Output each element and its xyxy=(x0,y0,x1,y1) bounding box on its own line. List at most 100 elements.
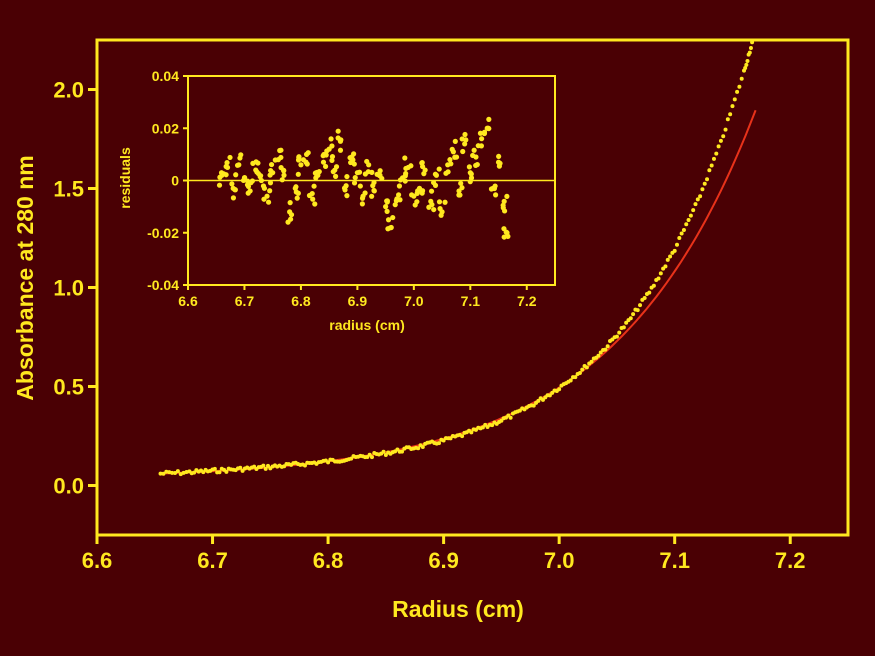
main-data-point xyxy=(224,469,229,474)
main-data-point xyxy=(665,257,670,262)
inset-residual-point xyxy=(330,169,336,175)
inset-y-axis-label: residuals xyxy=(117,147,133,209)
inset-residual-point xyxy=(437,206,443,212)
inset-residual-point xyxy=(383,204,389,210)
inset-residual-point xyxy=(477,130,484,136)
inset-residual-point xyxy=(344,193,350,199)
main-data-point xyxy=(508,415,513,420)
main-data-point xyxy=(638,303,643,308)
inset-residual-point xyxy=(462,141,468,147)
inset-residual-point xyxy=(492,192,499,198)
main-data-point xyxy=(702,181,707,186)
main-data-point xyxy=(596,353,601,358)
inset-residual-point xyxy=(371,187,377,194)
inset-residual-point xyxy=(390,214,396,221)
main-x-axis-label: Radius (cm) xyxy=(392,596,524,622)
main-data-point xyxy=(693,202,698,207)
1-y-tick-label: -0.02 xyxy=(147,225,179,241)
main-data-point xyxy=(642,296,647,301)
inset-residual-point xyxy=(313,175,319,181)
inset-residual-point xyxy=(436,166,442,172)
inset-residual-point xyxy=(432,182,439,188)
main-data-point xyxy=(635,308,640,313)
inset-residual-point xyxy=(320,159,327,165)
inset-residual-point xyxy=(245,190,251,196)
inset-residual-point xyxy=(333,164,340,170)
0-x-tick-label: 7.0 xyxy=(544,548,575,573)
main-data-point xyxy=(326,460,331,465)
inset-residual-point xyxy=(468,175,475,181)
inset-residual-point xyxy=(224,160,230,166)
inset-residual-point xyxy=(278,154,284,161)
inset-residual-point xyxy=(261,196,267,202)
main-data-point xyxy=(679,231,684,236)
inset-residual-point xyxy=(501,234,507,240)
inset-residual-point xyxy=(279,177,285,183)
inset-residual-point xyxy=(456,192,462,198)
inset-residual-point xyxy=(419,160,425,166)
inset-residual-point xyxy=(265,199,272,205)
main-data-point xyxy=(158,471,163,476)
inset-residual-point xyxy=(295,171,301,177)
inset-residual-point xyxy=(402,155,408,161)
main-data-point xyxy=(656,276,661,281)
inset-residual-point xyxy=(379,175,385,182)
main-y-axis-label: Absorbance at 280 nm xyxy=(12,155,38,400)
inset-residual-point xyxy=(261,185,268,191)
inset-residual-point xyxy=(281,172,287,178)
inset-residual-point xyxy=(268,167,274,174)
inset-residual-point xyxy=(501,198,507,204)
inset-residual-point xyxy=(237,155,243,161)
inset-residual-point xyxy=(426,204,432,210)
inset-residual-point xyxy=(223,163,229,170)
main-data-point xyxy=(175,469,180,474)
inset-residual-point xyxy=(300,157,307,163)
inset-residual-point xyxy=(397,177,404,183)
main-data-point xyxy=(420,445,425,450)
main-data-point xyxy=(709,163,714,168)
main-data-point xyxy=(614,334,619,339)
inset-residual-point xyxy=(374,171,380,177)
inset-residual-point xyxy=(288,216,294,222)
main-data-point xyxy=(621,325,626,330)
inset-axis-ticks: 6.6 6.7 6.8 6.9 7.0 7.1 7.2 0.04 0.02 0 -0.02 -0.04 xyxy=(147,68,537,309)
inset-residual-point xyxy=(312,201,318,207)
inset-residual-point xyxy=(468,171,474,177)
inset-residual-point xyxy=(352,174,358,181)
inset-x-axis-label: radius (cm) xyxy=(329,317,404,333)
inset-residual-point xyxy=(233,172,239,178)
inset-residual-point xyxy=(485,125,491,131)
main-data-point xyxy=(651,283,656,288)
inset-residual-point xyxy=(329,154,336,160)
inset-residual-point xyxy=(359,201,365,207)
main-data-point xyxy=(707,168,712,173)
main-data-point xyxy=(238,465,243,470)
main-data-point xyxy=(739,76,744,81)
inset-residual-point xyxy=(329,157,335,164)
inset-residual-point xyxy=(293,189,299,195)
main-data-point xyxy=(469,430,474,435)
1-x-tick-label: 7.1 xyxy=(461,293,481,309)
inset-residual-point xyxy=(396,192,402,198)
inset-residual-point xyxy=(312,170,318,176)
main-axis-ticks: 6.6 6.7 6.8 6.9 7.0 7.1 7.2 0.0 0.5 1.0 1.5 2.0 xyxy=(53,77,805,573)
main-data-point xyxy=(695,197,700,202)
0-x-tick-label: 7.1 xyxy=(659,548,690,573)
main-data-point xyxy=(617,330,622,335)
inset-residual-point xyxy=(462,131,468,138)
inset-residual-point xyxy=(223,172,229,178)
inset-residual-point xyxy=(479,136,485,142)
inset-residual-point xyxy=(351,180,358,186)
main-data-point xyxy=(714,151,719,156)
main-data-point xyxy=(675,242,680,247)
inset-residual-point xyxy=(258,173,264,179)
inset-residual-point xyxy=(402,178,408,184)
inset-residual-point xyxy=(447,157,453,163)
inset-residual-point xyxy=(267,172,273,178)
inset-residual-point xyxy=(305,150,311,156)
inset-residual-point xyxy=(310,196,316,202)
main-data-point xyxy=(460,434,465,439)
main-data-point xyxy=(383,452,388,457)
inset-residual-point xyxy=(321,151,327,158)
